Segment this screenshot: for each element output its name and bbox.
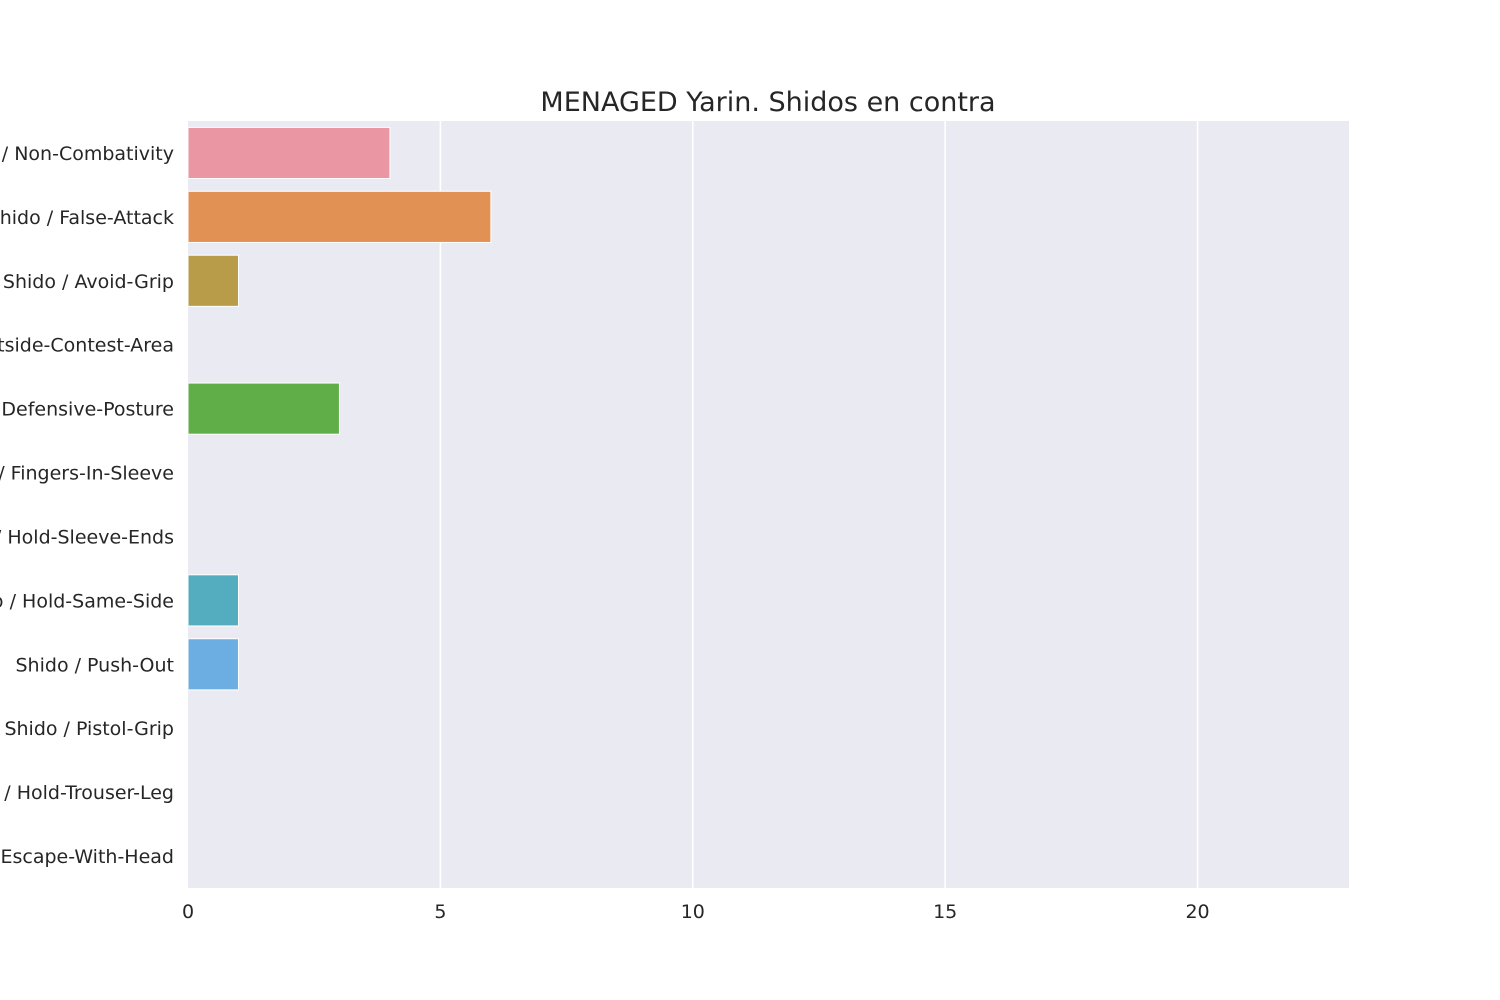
bar: [187, 638, 239, 691]
y-tick-label: Shido / False-Attack: [0, 207, 174, 229]
y-tick-label: Shido / Hold-Sleeve-Ends: [0, 526, 174, 548]
x-tick-label: 5: [434, 901, 446, 923]
y-tick-label: Shido / Escape-With-Head: [0, 846, 174, 868]
y-tick-label: Shido / Defensive-Posture: [0, 399, 174, 421]
x-tick-label: 20: [1185, 901, 1209, 923]
chart-title: MENAGED Yarin. Shidos en contra: [540, 87, 995, 118]
x-tick-label: 15: [933, 901, 957, 923]
y-tick-label: Shido / Fingers-In-Sleeve: [0, 463, 174, 485]
y-tick-label: Shido / Non-Combativity: [0, 143, 174, 165]
y-tick-label: Shido / Hold-Same-Side: [0, 590, 174, 612]
bar: [187, 382, 340, 435]
y-tick-label: Shido / Push-Out: [16, 654, 175, 676]
x-tick-label: 0: [182, 901, 194, 923]
bar: [187, 574, 239, 627]
x-tick-labels: 0 5 10 15 20: [182, 901, 1210, 923]
y-tick-label: Shido / Avoid-Grip: [3, 271, 174, 293]
y-tick-label: Shido / Outside-Contest-Area: [0, 335, 174, 357]
y-tick-label: Shido / Hold-Trouser-Leg: [0, 782, 174, 804]
x-tick-label: 10: [681, 901, 705, 923]
bar: [187, 126, 391, 180]
bars: [187, 126, 492, 691]
y-tick-labels: Shido / Non-Combativity Shido / False-Att…: [0, 143, 174, 868]
y-tick-label: Shido / Pistol-Grip: [4, 718, 174, 740]
bar: [187, 254, 239, 307]
plot-background: [188, 121, 1349, 888]
bar: [187, 190, 492, 243]
grid-lines: [439, 121, 1199, 888]
